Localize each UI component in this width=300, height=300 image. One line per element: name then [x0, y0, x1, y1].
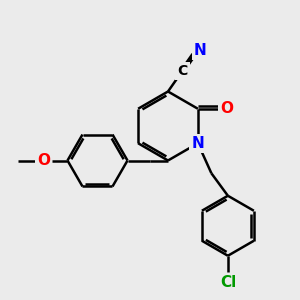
Text: N: N — [191, 136, 204, 151]
Text: C: C — [178, 64, 188, 78]
Text: N: N — [194, 43, 207, 58]
Text: Cl: Cl — [220, 275, 236, 290]
Text: O: O — [37, 153, 50, 168]
Text: O: O — [220, 101, 233, 116]
